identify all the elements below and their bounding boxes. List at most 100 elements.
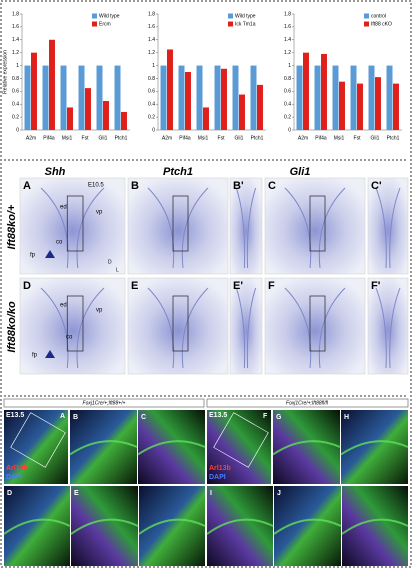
panel-label: B [73,414,78,421]
y-tick-label: 1.8 [284,11,291,17]
ish-image [229,277,263,375]
region: vp [96,308,103,314]
epithelium [3,518,71,535]
region: co [56,240,63,246]
legend-label: Ift88 cKO [371,21,392,27]
x-tick-label: Msi1 [198,135,209,141]
legend-swatch [228,13,233,19]
gene: Shh [45,166,66,178]
y-tick-label: 1.4 [148,37,155,43]
ish-image [229,177,263,275]
y-tick-label: 0 [16,127,19,133]
legend-swatch [364,13,369,19]
panel-label: F [268,280,275,292]
legend-label: Wild type [235,13,256,19]
y-tick-label: 0.2 [12,114,19,120]
bar [296,65,303,130]
ish-image [19,177,126,275]
y-tick-label: 0.8 [12,76,19,82]
bar [339,81,345,130]
bar [196,65,203,130]
bar [42,65,49,130]
ish-image [127,277,229,375]
tissue-outline [235,287,257,369]
epithelium [69,440,138,456]
x-tick-label: Gli1 [235,135,244,141]
bar [96,65,103,130]
ish-image [264,277,366,375]
y-tick-label: 1.2 [12,50,19,56]
legend-label: Ick Tm1a [235,21,256,27]
tissue-outline [40,287,105,369]
bar [314,65,321,130]
floor-plate [45,350,55,358]
bar [350,65,357,130]
x-tick-label: Fst [218,135,226,141]
ish-panel: Shh Ptch1 Gli1 A B B' C C'D E E' F F' Ift88ko/+ … [4,159,409,375]
y-tick-label: 1.6 [12,24,19,30]
y-tick-label: 0.2 [284,114,291,120]
bar [239,94,245,130]
inset-box [172,195,189,252]
legend-swatch [364,21,369,27]
legend-label: control [371,13,386,19]
panel-label: F [263,413,268,420]
epithelium [272,440,341,456]
bar [386,65,393,130]
region: vp [96,210,103,216]
inset-box [10,412,66,468]
region: co [66,335,73,341]
y-tick-label: 0 [152,127,155,133]
panel-label: C' [371,180,382,192]
axis-label: L [116,267,119,273]
legend-swatch [92,21,97,27]
panel-label: B' [233,180,244,192]
panel-label: J [277,490,281,497]
epithelium [340,440,409,456]
y-tick-label: 0.8 [148,76,155,82]
genotype: Foxj1Cre/+;Ift88fl/fl [286,400,329,406]
epithelium [273,518,342,535]
inset-box [213,412,269,468]
epithelium [137,440,206,456]
bar [221,68,227,130]
ish-image [264,177,366,275]
epithelium [206,518,274,535]
tissue-outline [284,187,346,269]
legend-swatch [228,21,233,27]
y-tick-label: 1 [288,63,291,69]
bar [393,83,399,130]
bar [24,65,31,130]
bar [368,65,375,130]
panel-label: F' [371,280,381,292]
ish-image [367,177,409,275]
x-tick-label: A2m [298,135,308,141]
ish-image [19,277,126,375]
fluo-image [4,486,70,566]
x-tick-label: Fst [82,135,90,141]
y-tick-label: 1.2 [284,50,291,56]
inset-box [66,295,84,352]
x-tick-label: Pif4a [179,135,191,141]
stain-label: DAPI [209,474,226,481]
bar [203,107,209,130]
panel-label: I [210,490,212,497]
x-tick-label: A2m [26,135,36,141]
bar [321,53,327,131]
bar [114,65,121,130]
region: fp [32,353,38,359]
epithelium [341,518,409,535]
stain-label: Arl13b [6,465,28,472]
legend-label: Ercm [99,21,111,27]
row-label: Ift88ko/ko [6,301,18,353]
fluo-image [274,486,341,566]
x-tick-label: Fst [354,135,362,141]
stain-label: Arl13b [209,465,231,472]
stage-label: E13.5 [209,412,227,419]
ish-image [127,177,229,275]
y-tick-label: 1.4 [284,37,291,43]
bar [121,111,127,130]
panel-label: A [23,180,31,192]
bar [303,52,309,130]
stage-label: E13.5 [6,412,24,419]
